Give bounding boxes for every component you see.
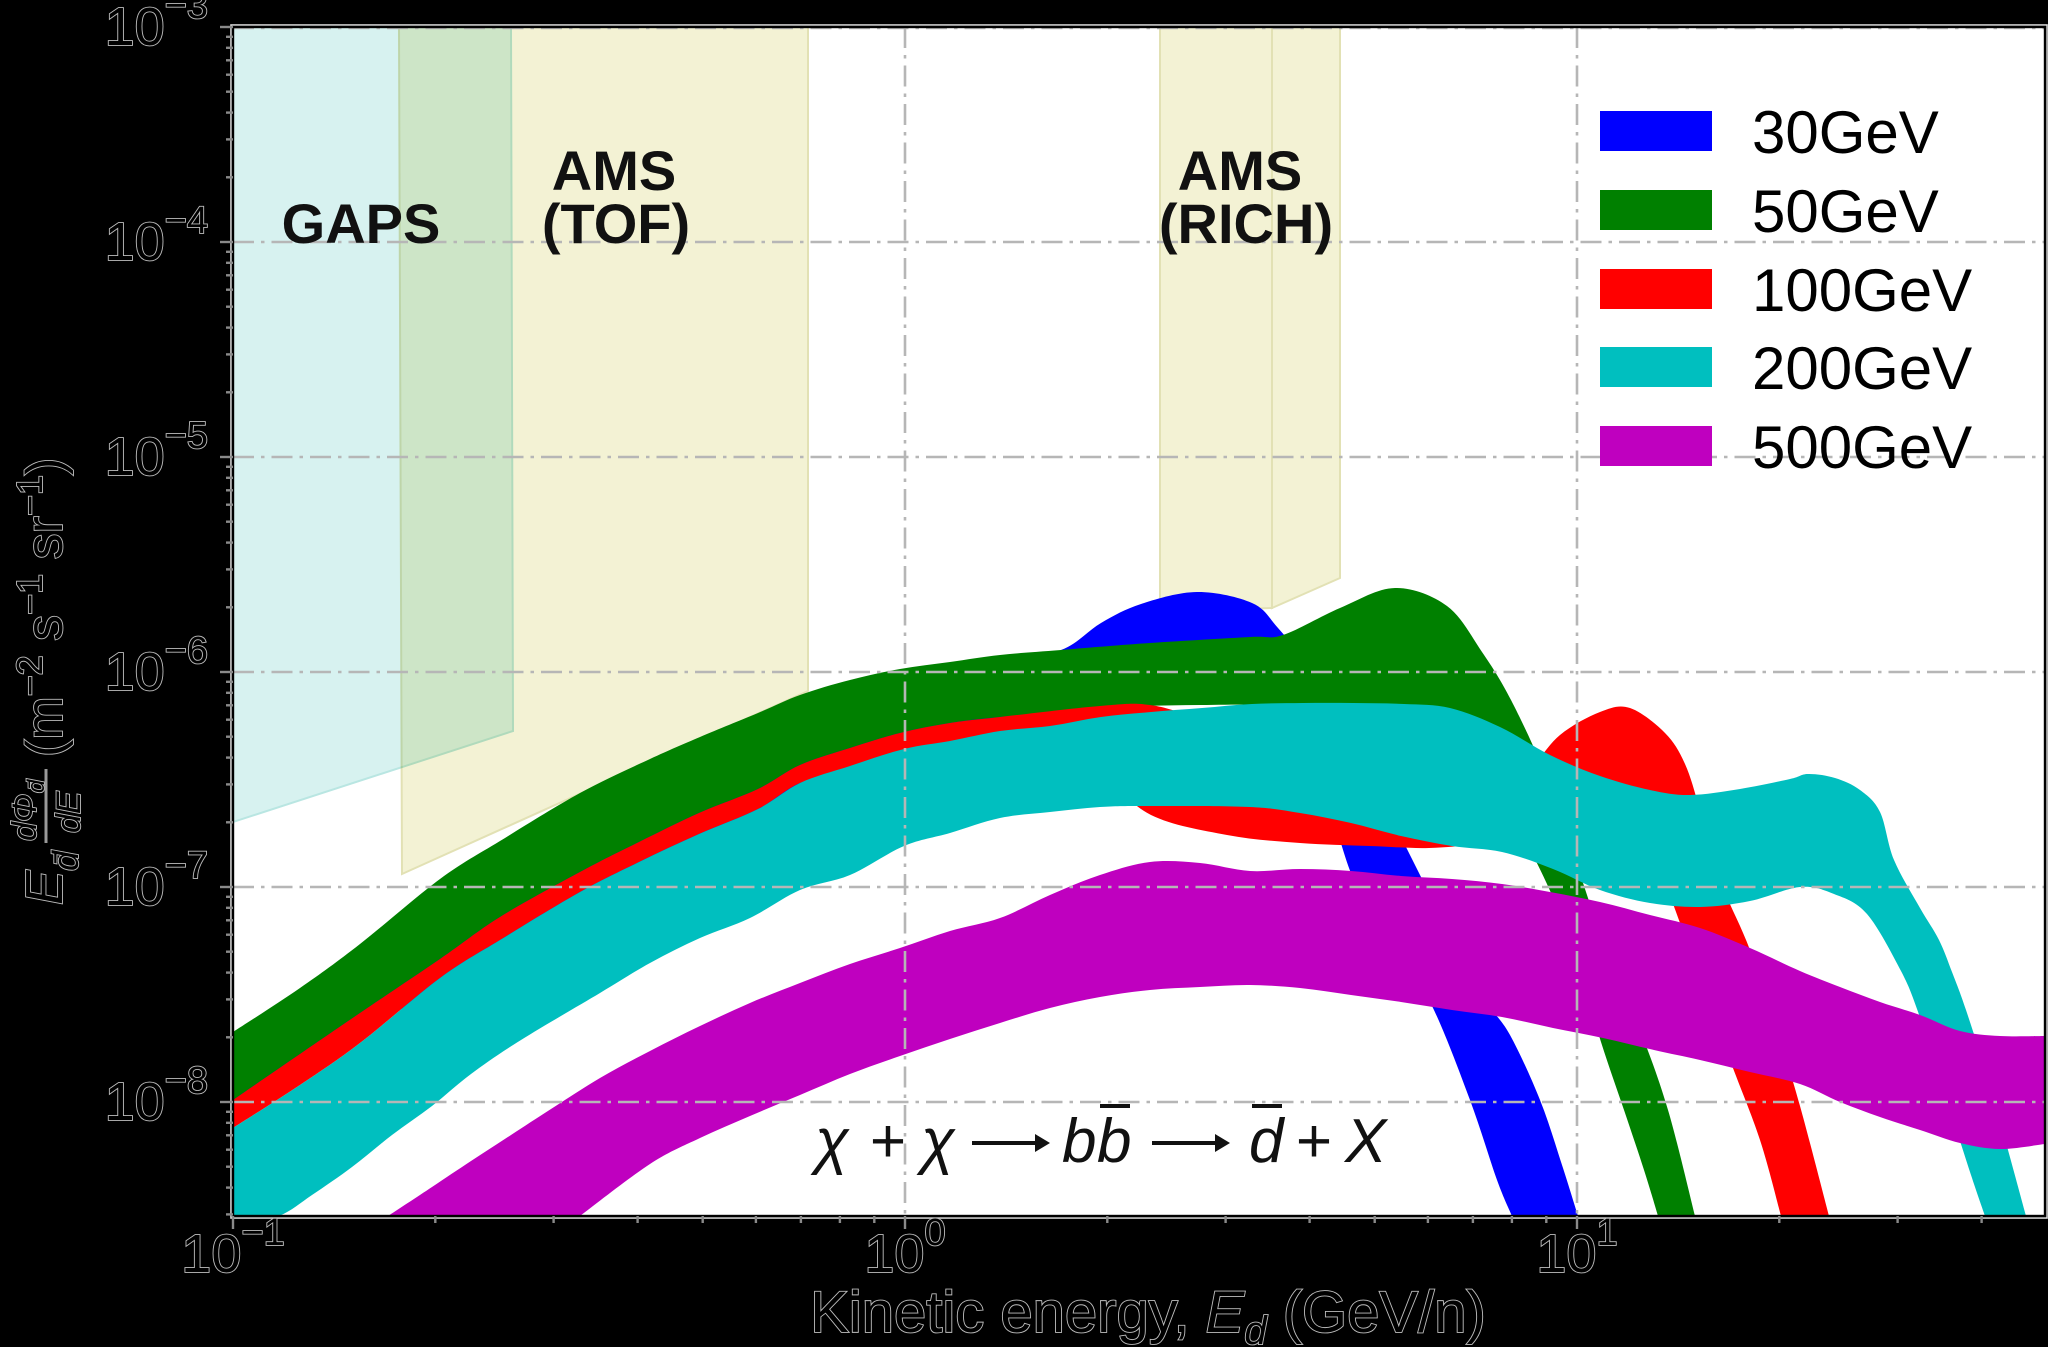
svg-text:Kinetic energy, Ed (GeV/n): Kinetic energy, Ed (GeV/n) bbox=[810, 1280, 1486, 1347]
svg-text:10−1: 10−1 bbox=[181, 1212, 284, 1284]
svg-text:b: b bbox=[1062, 1107, 1096, 1176]
svg-text:(TOF): (TOF) bbox=[542, 192, 690, 255]
svg-text:AMS: AMS bbox=[1178, 139, 1302, 202]
svg-text:500GeV: 500GeV bbox=[1752, 414, 1972, 481]
svg-text:dΦ: dΦ bbox=[6, 794, 44, 841]
svg-text:101: 101 bbox=[1536, 1212, 1617, 1284]
svg-text:10−6: 10−6 bbox=[105, 630, 208, 702]
svg-text:100: 100 bbox=[864, 1212, 945, 1284]
svg-text:30GeV: 30GeV bbox=[1752, 99, 1939, 166]
svg-text:E: E bbox=[16, 869, 74, 905]
svg-text:100GeV: 100GeV bbox=[1752, 257, 1972, 324]
svg-text:AMS: AMS bbox=[552, 139, 676, 202]
svg-text:(RICH): (RICH) bbox=[1159, 192, 1333, 255]
svg-text:+: + bbox=[1295, 1107, 1331, 1176]
svg-text:200GeV: 200GeV bbox=[1752, 335, 1972, 402]
svg-text:d̄: d̄ bbox=[45, 850, 86, 871]
svg-text:dE: dE bbox=[50, 791, 88, 833]
svg-text:50GeV: 50GeV bbox=[1752, 178, 1939, 245]
svg-text:d̄: d̄ bbox=[23, 779, 50, 793]
svg-text:+: + bbox=[869, 1107, 905, 1176]
svg-text:b: b bbox=[1097, 1107, 1131, 1176]
svg-text:χ: χ bbox=[810, 1107, 850, 1176]
svg-text:X: X bbox=[1343, 1107, 1389, 1176]
svg-text:GAPS: GAPS bbox=[282, 192, 441, 255]
svg-text:d: d bbox=[1249, 1107, 1286, 1176]
svg-text:χ: χ bbox=[916, 1107, 956, 1176]
